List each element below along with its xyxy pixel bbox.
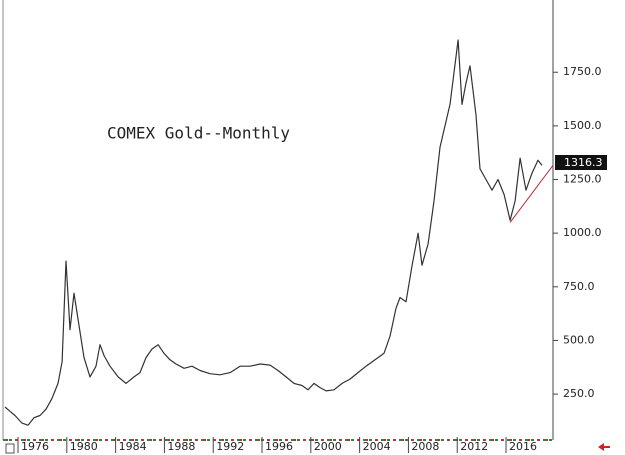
corner-box [5,443,15,454]
x-tick-label: 2012 [460,440,488,453]
price-line [4,39,543,426]
x-tick-label: 2000 [314,440,342,453]
y-tick-label: 1500.0 [563,119,602,132]
y-tick-label: 250.0 [563,387,595,400]
chart-title: COMEX Gold--Monthly [107,124,290,143]
y-tick-label: 750.0 [563,280,595,293]
y-tick-label: 1250.0 [563,173,602,186]
last-price-box [555,155,607,170]
x-tick-label: 2008 [411,440,439,453]
last-price: 1316.3 [564,156,603,169]
scroll-arrow[interactable] [598,443,610,451]
x-tick-label: 1976 [21,440,49,453]
y-tick-label: 500.0 [563,333,595,346]
x-tick-label: 2016 [509,440,537,453]
x-tick-label: 1996 [265,440,293,453]
x-tick-label: 1988 [167,440,195,453]
x-tick-label: 1980 [70,440,98,453]
trend-line [509,164,554,223]
x-tick-label: 2004 [363,440,391,453]
y-tick-label: 1750.0 [563,65,602,78]
x-tick-label: 1992 [216,440,244,453]
x-tick-label: 1984 [119,440,147,453]
y-tick-label: 1000.0 [563,226,602,239]
